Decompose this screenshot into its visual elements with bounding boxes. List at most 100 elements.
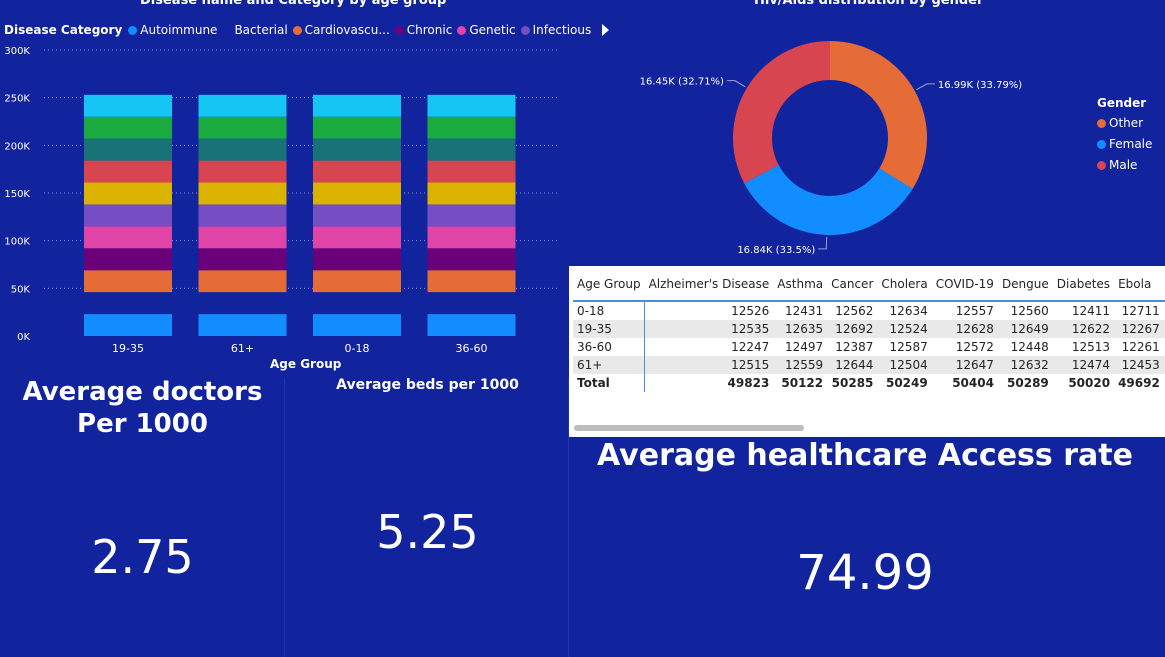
bar-segment[interactable]: [427, 204, 516, 227]
bar-segment[interactable]: [198, 270, 287, 293]
bar-segment[interactable]: [198, 226, 287, 249]
bar-segment[interactable]: [427, 248, 516, 271]
legend-label: Cardiovascu...: [304, 23, 390, 37]
y-tick-label: 150K: [4, 189, 30, 200]
bar-segment[interactable]: [427, 270, 516, 293]
bar-segment[interactable]: [427, 94, 516, 117]
table-cell: 12513: [1071, 340, 1111, 354]
bar-segment[interactable]: [84, 160, 172, 183]
bar-segment[interactable]: [427, 314, 516, 336]
table-cell: 12557: [955, 304, 994, 318]
disease-matrix-table[interactable]: Age Group Alzheimer's Disease Asthma Cancer…: [569, 266, 1165, 437]
bar-segment[interactable]: [84, 182, 172, 205]
bar-segment[interactable]: [84, 292, 172, 315]
table-cell: 12560: [1010, 304, 1049, 318]
bar-segment[interactable]: [198, 116, 287, 139]
y-tick-label: 200K: [4, 141, 30, 152]
donut-slice[interactable]: [744, 165, 913, 235]
total-cell: 50122: [781, 376, 824, 390]
bar-segment[interactable]: [313, 270, 401, 293]
legend-item[interactable]: Genetic: [457, 23, 516, 37]
bar-segment[interactable]: [427, 138, 516, 161]
bar-segment[interactable]: [427, 292, 516, 315]
bar-segment[interactable]: [198, 204, 287, 227]
legend-label: Bacterial: [234, 23, 288, 37]
column-header[interactable]: Cancer: [827, 272, 878, 302]
bar-segment[interactable]: [84, 248, 172, 271]
bar-segment[interactable]: [313, 94, 401, 117]
bar-segment[interactable]: [427, 226, 516, 249]
table-row[interactable]: 61+ 12515 12559 12644 12504 12647 12632 12474 12…: [573, 356, 1165, 374]
total-cell: 49823: [727, 376, 770, 390]
bar-segment[interactable]: [198, 182, 287, 205]
bar-segment[interactable]: [84, 226, 172, 249]
bar-segment[interactable]: [313, 292, 401, 315]
bar-segment[interactable]: [84, 116, 172, 139]
leader-line: [916, 83, 935, 91]
bar-segment[interactable]: [198, 94, 287, 117]
legend-item[interactable]: Autoimmune: [128, 23, 217, 37]
legend-dot: [292, 25, 302, 35]
y-tick-label: 50K: [11, 284, 31, 295]
table-cell: 12387: [835, 340, 874, 354]
column-header[interactable]: Hep: [1163, 272, 1165, 302]
column-header[interactable]: Dengue: [997, 272, 1053, 302]
bar-segment[interactable]: [313, 248, 401, 271]
column-header[interactable]: Ebola: [1114, 272, 1164, 302]
bar-segment[interactable]: [313, 116, 401, 139]
table-cell: 12622: [1052, 320, 1115, 338]
bar-segment[interactable]: [313, 314, 401, 336]
table-row[interactable]: 36-60 12247 12497 12387 12587 12572 12448 12513…: [573, 338, 1165, 356]
table-row[interactable]: 19-35 12535 12635 12692 12524 12628 12649 12622…: [573, 320, 1165, 338]
legend-item[interactable]: Bacterial: [222, 23, 288, 37]
bar-segment[interactable]: [313, 182, 401, 205]
table-cell: 1: [1163, 320, 1165, 338]
table-cell: 12587: [889, 340, 928, 354]
column-header[interactable]: Cholera: [877, 272, 932, 302]
bar-segment[interactable]: [84, 204, 172, 227]
bar-segment[interactable]: [313, 160, 401, 183]
bar-segment[interactable]: [313, 226, 401, 249]
legend-next-arrow-icon[interactable]: [602, 24, 610, 36]
data-label: 16.99K (33.79%): [938, 80, 1022, 91]
data-label: 16.45K (32.71%): [640, 77, 724, 88]
column-header[interactable]: Age Group: [573, 272, 645, 302]
column-header[interactable]: COVID-19: [931, 272, 998, 302]
bar-segment[interactable]: [84, 314, 172, 336]
legend-label: Male: [1109, 158, 1138, 172]
bar-segment[interactable]: [198, 138, 287, 161]
bar-segment[interactable]: [84, 138, 172, 161]
donut-chart-title: Hiv/Aids distribution by gender: [754, 0, 984, 8]
bar-segment[interactable]: [198, 248, 287, 271]
donut-slice[interactable]: [733, 41, 830, 184]
bar-segment[interactable]: [84, 270, 172, 293]
table-cell: 12644: [827, 356, 878, 374]
bar-segment[interactable]: [427, 116, 516, 139]
bar-segment[interactable]: [313, 204, 401, 227]
bar-segment[interactable]: [84, 94, 172, 117]
table-cell: 12497: [784, 340, 824, 354]
legend-item[interactable]: Chronic: [394, 23, 452, 37]
table-cell: 1: [1163, 356, 1165, 374]
kpi-divider: [284, 378, 285, 657]
table-cell: 12635: [773, 320, 828, 338]
bar-segment[interactable]: [427, 160, 516, 183]
bar-segment[interactable]: [313, 138, 401, 161]
legend-item[interactable]: Cardiovascu...: [292, 23, 390, 37]
bar-segment[interactable]: [427, 182, 516, 205]
table-row[interactable]: 0-18 12526 12431 12562 12634 12557 12560 12411 1…: [573, 301, 1165, 320]
bar-segment[interactable]: [198, 160, 287, 183]
legend-item[interactable]: Infectious: [520, 23, 591, 37]
column-header[interactable]: Diabetes: [1052, 272, 1115, 302]
bar-segment[interactable]: [198, 292, 287, 315]
column-header[interactable]: Asthma: [773, 272, 828, 302]
kpi-doctors-value: 2.75: [91, 530, 194, 584]
donut-legend-item[interactable]: Female: [1097, 137, 1152, 151]
donut-legend-item[interactable]: Male: [1097, 158, 1152, 172]
donut-slice[interactable]: [830, 41, 927, 189]
bar-segment[interactable]: [198, 314, 287, 336]
donut-legend-item[interactable]: Other: [1097, 116, 1152, 130]
horizontal-scrollbar[interactable]: [574, 425, 804, 431]
column-header[interactable]: Alzheimer's Disease: [644, 272, 774, 302]
y-tick-label: 100K: [4, 237, 30, 248]
